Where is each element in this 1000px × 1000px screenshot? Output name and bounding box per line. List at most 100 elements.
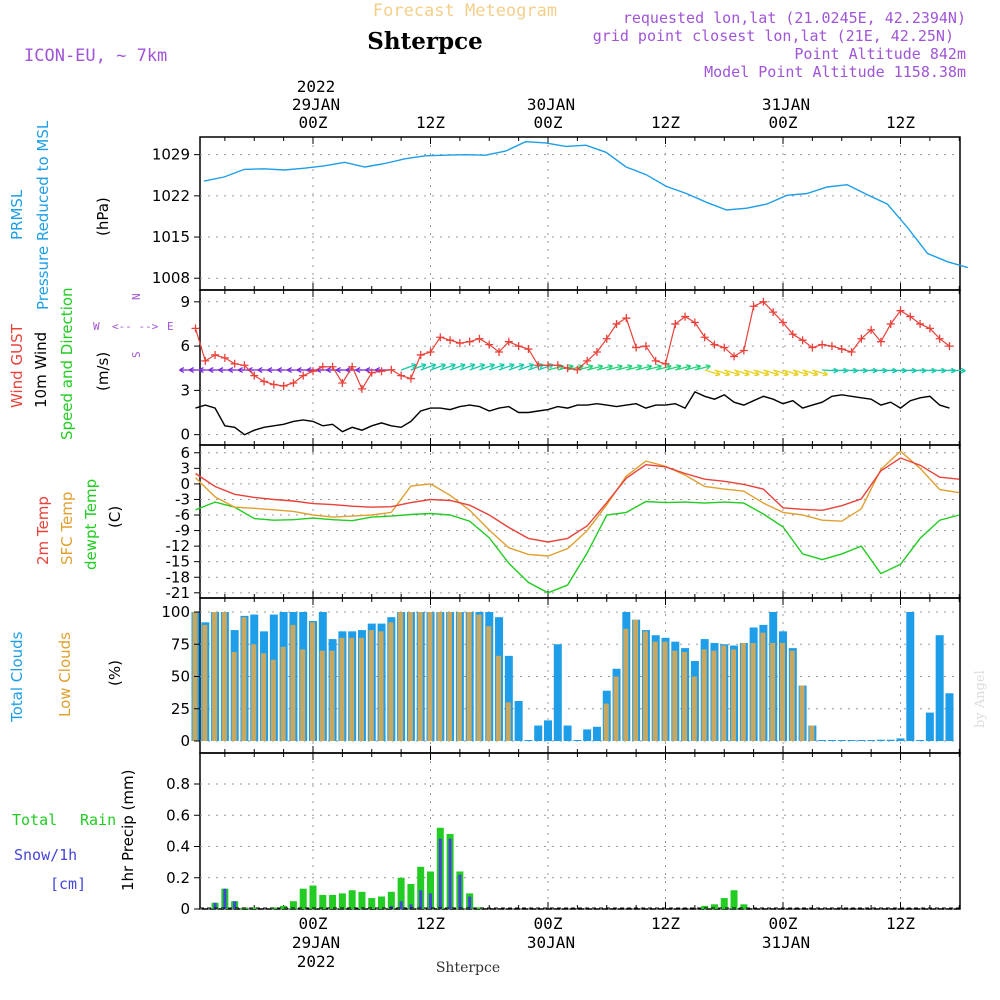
gust-marker xyxy=(925,324,934,333)
closest-coords: grid point closest lon,lat (21E, 42.25N) xyxy=(593,27,954,45)
total-cloud-bar xyxy=(857,740,866,741)
top-hour-label: 00Z xyxy=(769,113,798,132)
low-cloud-bar xyxy=(300,649,306,741)
low-cloud-bar xyxy=(388,622,394,741)
low-cloud-bar xyxy=(437,612,443,741)
low-cloud-bar xyxy=(270,659,276,741)
wind-arrow-head xyxy=(237,367,243,373)
wind-arrow xyxy=(724,369,740,376)
pressure-y-ticks: 1008 1015 1022 1029 xyxy=(152,146,200,287)
compass-rose: N E S W <-- --> xyxy=(93,293,174,358)
gust-marker xyxy=(788,330,797,339)
wind-arrow-head xyxy=(335,367,341,373)
snow-bar xyxy=(233,901,237,909)
low-cloud-bar xyxy=(682,651,688,741)
rain-bar xyxy=(701,905,709,909)
compass-west: W xyxy=(93,320,100,333)
low-cloud-bar xyxy=(770,642,776,741)
gust-marker xyxy=(191,324,200,333)
wind-arrow-head xyxy=(228,367,234,373)
y-tick-label: 6 xyxy=(180,337,190,355)
y-tick-label: 0 xyxy=(180,475,190,493)
gust-marker xyxy=(622,314,631,323)
gust-marker xyxy=(583,356,592,365)
wind-arrow-head xyxy=(365,367,371,373)
precip-panel: 0 0.2 0.4 0.6 0.8 1hr Precip (mm) Total Rain… xyxy=(12,752,961,918)
pressure-ylabel-1: PRMSL xyxy=(8,189,26,240)
gust-marker xyxy=(651,356,660,365)
rain-bar xyxy=(319,894,327,909)
bottom-date-label: 29JAN xyxy=(292,933,340,952)
low-cloud-bar xyxy=(740,642,746,741)
low-cloud-bar xyxy=(349,637,355,741)
low-cloud-bar xyxy=(358,637,364,741)
gust-marker xyxy=(426,348,435,356)
wind-arrow xyxy=(812,369,828,376)
wind-ylabel-2: 10m Wind xyxy=(32,332,50,408)
top-hour-label: 00Z xyxy=(299,113,328,132)
clouds-ylabel-1: Total Clouds xyxy=(8,631,26,723)
gust-marker xyxy=(299,371,308,380)
y-tick-label: 1008 xyxy=(152,269,190,287)
low-cloud-bar xyxy=(496,655,502,741)
bottom-hour-label: 12Z xyxy=(416,914,445,933)
legend-cm: [cm] xyxy=(50,875,86,893)
gust-marker xyxy=(544,361,552,370)
low-cloud-bar xyxy=(701,649,707,741)
wind-arrow xyxy=(733,369,750,376)
low-cloud-bar xyxy=(642,631,648,741)
legend-snow: Snow/1h xyxy=(14,846,77,864)
y-tick-label: 0.4 xyxy=(166,838,190,856)
wind-arrow-head xyxy=(960,367,966,374)
wind-arrow-head xyxy=(430,363,437,369)
low-cloud-bar xyxy=(780,642,785,741)
bottom-year-label: 2022 xyxy=(297,952,336,971)
gust-marker xyxy=(779,318,787,327)
wind-arrow xyxy=(400,363,417,371)
wind-arrow-head xyxy=(179,367,185,373)
rain-bar xyxy=(289,901,297,909)
total-cloud-bar xyxy=(534,725,543,741)
wind-arrow-head xyxy=(705,364,711,370)
pressure-line xyxy=(203,140,968,269)
legend-total: Total xyxy=(12,811,57,829)
pressure-ylabel-2: Pressure Reduced to MSL xyxy=(34,120,52,310)
gust-marker xyxy=(592,348,601,356)
y-tick-label: 1029 xyxy=(152,146,190,164)
low-cloud-bar xyxy=(760,632,766,741)
wind-arrow xyxy=(773,369,789,376)
y-tick-label: 25 xyxy=(171,700,190,718)
wind-arrow xyxy=(714,369,730,376)
y-tick-label: -21 xyxy=(166,584,191,602)
gust-marker xyxy=(436,333,445,342)
wind-arrow-head xyxy=(267,367,273,373)
gust-marker xyxy=(475,334,484,343)
y-tick-label: 0 xyxy=(180,426,190,444)
wind-units: (m/s) xyxy=(94,352,112,391)
compass-south: S xyxy=(130,351,143,358)
top-date-label: 29JAN xyxy=(292,95,340,114)
y-tick-label: 0.2 xyxy=(166,869,190,887)
low-cloud-bar xyxy=(486,626,492,741)
gust-marker xyxy=(690,318,699,327)
gust-marker xyxy=(279,381,288,390)
rain-bar xyxy=(299,888,307,909)
gust-marker xyxy=(769,308,778,317)
y-tick-label: -9 xyxy=(175,522,190,540)
rain-bar xyxy=(309,885,317,909)
gust-marker xyxy=(896,306,905,315)
forecast-title: Forecast Meteogram xyxy=(373,1,557,21)
gust-marker xyxy=(367,368,376,377)
wind-arrow-head xyxy=(763,370,770,377)
compass-east: E xyxy=(167,320,174,333)
low-cloud-bar xyxy=(809,725,815,741)
bottom-hour-label: 00Z xyxy=(534,914,563,933)
legend-rain: Rain xyxy=(80,811,116,829)
rain-bar xyxy=(407,884,415,909)
low-cloud-bar xyxy=(652,641,658,741)
low-cloud-bar xyxy=(398,612,404,741)
dewpoint-line xyxy=(195,500,960,594)
y-tick-label: 1015 xyxy=(152,228,190,246)
temp-ylabel-3: dewpt Temp xyxy=(82,479,100,570)
